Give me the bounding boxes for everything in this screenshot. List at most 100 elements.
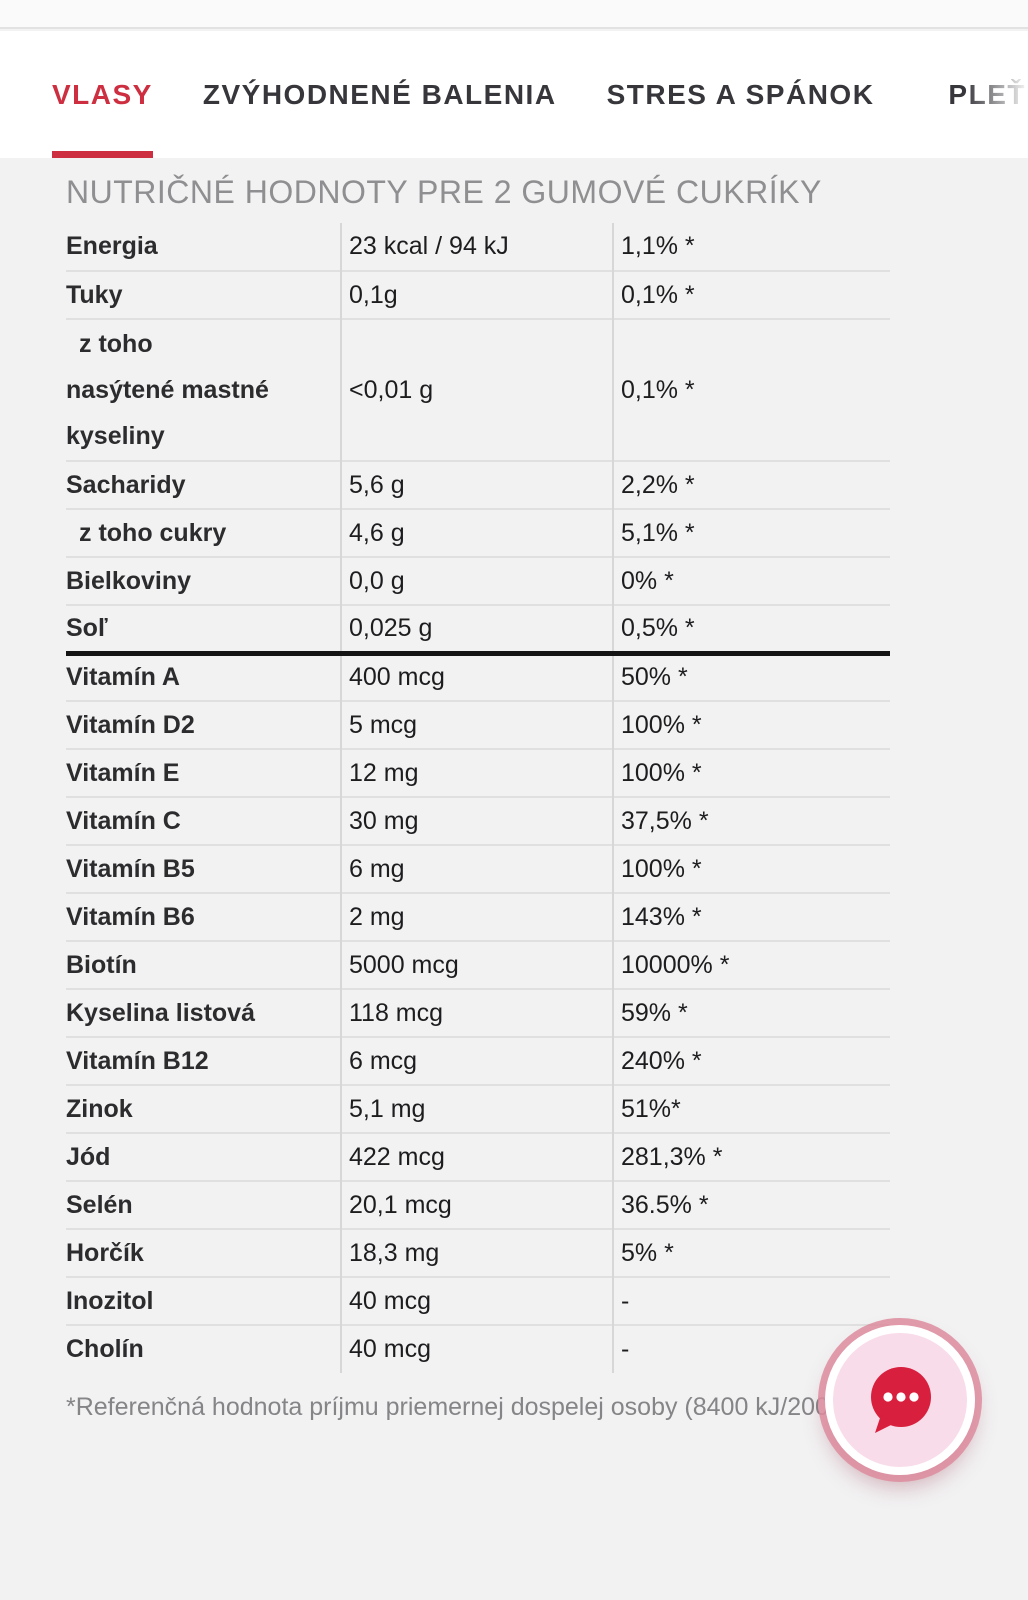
table-row: Inozitol 40 mcg - bbox=[66, 1276, 890, 1325]
nutrient-percent-cell: 51%* bbox=[612, 1084, 890, 1133]
nutrient-amount-cell: 0,1g bbox=[340, 270, 613, 319]
tab-zvyhodnene-balenia[interactable]: ZVÝHODNENÉ BALENIA bbox=[203, 31, 557, 158]
nutrient-percent-cell: 36.5% * bbox=[612, 1180, 890, 1229]
nutrient-amount-cell: 6 mg bbox=[340, 844, 613, 893]
nutrient-name-cell: Vitamín E bbox=[66, 748, 341, 797]
chat-bubble-icon bbox=[871, 1367, 931, 1433]
nutrition-table: Energia 23 kcal / 94 kJ 1,1% * Tuky 0,1g 0,1%… bbox=[66, 223, 890, 1373]
nutrient-amount-cell: 20,1 mcg bbox=[340, 1180, 613, 1229]
nutrient-name-cell: Vitamín B12 bbox=[66, 1036, 341, 1085]
table-row: Bielkoviny 0,0 g 0% * bbox=[66, 556, 890, 605]
table-row: Biotín 5000 mcg 10000% * bbox=[66, 940, 890, 989]
nutrient-amount-cell: 5,1 mg bbox=[340, 1084, 613, 1133]
table-row: Vitamín C 30 mg 37,5% * bbox=[66, 796, 890, 845]
table-row: Vitamín B6 2 mg 143% * bbox=[66, 892, 890, 941]
nutrient-percent-cell: 59% * bbox=[612, 988, 890, 1037]
table-row: Jód 422 mcg 281,3% * bbox=[66, 1132, 890, 1181]
nutrient-percent-cell: 50% * bbox=[612, 650, 890, 701]
nutrient-name-line: z toho bbox=[79, 330, 153, 358]
table-row: Horčík 18,3 mg 5% * bbox=[66, 1228, 890, 1277]
nutrient-amount-cell: 5 mcg bbox=[340, 700, 613, 749]
table-row: Selén 20,1 mcg 36.5% * bbox=[66, 1180, 890, 1229]
nutrient-amount-cell: 0,025 g bbox=[340, 604, 613, 653]
nutrient-name-line: nasýtené mastné bbox=[66, 376, 269, 404]
nutrient-amount-cell: 5,6 g bbox=[340, 460, 613, 509]
tab-stres-a-spanok[interactable]: STRES A SPÁNOK bbox=[607, 31, 875, 158]
nutrient-amount-cell: 30 mg bbox=[340, 796, 613, 845]
nutrition-title: NUTRIČNÉ HODNOTY PRE 2 GUMOVÉ CUKRÍKY bbox=[66, 174, 822, 210]
nutrient-amount-cell: 5000 mcg bbox=[340, 940, 613, 989]
nutrient-percent-cell: 10000% * bbox=[612, 940, 890, 989]
nutrient-amount-cell: 0,0 g bbox=[340, 556, 613, 605]
nutrient-amount-cell: 422 mcg bbox=[340, 1132, 613, 1181]
nutrient-percent-cell: 1,1% * bbox=[612, 223, 890, 271]
tab-label: PLEŤ bbox=[948, 78, 1026, 110]
top-strip bbox=[0, 0, 1028, 29]
nutrient-percent-cell: 143% * bbox=[612, 892, 890, 941]
table-row: Cholín 40 mcg - bbox=[66, 1324, 890, 1373]
table-row: Vitamín B5 6 mg 100% * bbox=[66, 844, 890, 893]
category-tab-bar: VLASY ZVÝHODNENÉ BALENIA STRES A SPÁNOK … bbox=[0, 31, 1028, 158]
table-row: Tuky 0,1g 0,1% * bbox=[66, 270, 890, 319]
nutrient-amount-cell: 118 mcg bbox=[340, 988, 613, 1037]
nutrient-name-cell: Vitamín A bbox=[66, 650, 341, 701]
nutrient-name-cell: Vitamín D2 bbox=[66, 700, 341, 749]
reference-footnote: *Referenčná hodnota príjmu priemernej do… bbox=[66, 1393, 829, 1421]
nutrient-name-cell: Horčík bbox=[66, 1228, 341, 1277]
nutrient-percent-cell: 37,5% * bbox=[612, 796, 890, 845]
tab-label: STRES A SPÁNOK bbox=[606, 78, 875, 110]
table-row: Zinok 5,1 mg 51%* bbox=[66, 1084, 890, 1133]
nutrient-percent-cell: 0,5% * bbox=[612, 604, 890, 653]
tab-vlasy[interactable]: VLASY bbox=[52, 31, 153, 158]
nutrient-name-cell: z toho nasýtené mastné kyseliny bbox=[66, 318, 341, 461]
table-row: z toho nasýtené mastné kyseliny <0,01 g 0,1%… bbox=[66, 318, 890, 461]
nutrient-name-cell: Biotín bbox=[66, 940, 341, 989]
nutrient-percent-cell: 0% * bbox=[612, 556, 890, 605]
nutrient-amount-cell: 40 mcg bbox=[340, 1324, 613, 1373]
nutrient-name-cell: Zinok bbox=[66, 1084, 341, 1133]
nutrient-name-cell: Cholín bbox=[66, 1324, 341, 1373]
nutrition-section: NUTRIČNÉ HODNOTY PRE 2 GUMOVÉ CUKRÍKY En… bbox=[0, 158, 1028, 1600]
nutrient-percent-cell: - bbox=[612, 1276, 890, 1325]
active-tab-underline bbox=[52, 151, 153, 158]
nutrient-amount-cell: 2 mg bbox=[340, 892, 613, 941]
nutrient-name-cell: Sacharidy bbox=[66, 460, 341, 509]
nutrient-percent-cell: 0,1% * bbox=[612, 318, 890, 461]
nutrient-name-cell: z toho cukry bbox=[66, 508, 341, 557]
nutrient-percent-cell: 2,2% * bbox=[612, 460, 890, 509]
nutrient-amount-cell: 6 mcg bbox=[340, 1036, 613, 1085]
nutrient-amount-cell: 400 mcg bbox=[340, 650, 613, 701]
table-row: z toho cukry 4,6 g 5,1% * bbox=[66, 508, 890, 557]
nutrient-name-cell: Jód bbox=[66, 1132, 341, 1181]
nutrient-name-cell: Soľ bbox=[66, 604, 341, 653]
nutrient-name-cell: Energia bbox=[66, 232, 158, 260]
nutrient-percent-cell: 100% * bbox=[612, 700, 890, 749]
nutrient-name-cell: Tuky bbox=[66, 270, 341, 319]
nutrient-amount-cell: 4,6 g bbox=[340, 508, 613, 557]
nutrient-name-cell: Selén bbox=[66, 1180, 341, 1229]
table-row: Vitamín A 400 mcg 50% * bbox=[66, 650, 890, 701]
table-row: Vitamín E 12 mg 100% * bbox=[66, 748, 890, 797]
nutrient-percent-cell: 240% * bbox=[612, 1036, 890, 1085]
chat-widget-button[interactable] bbox=[825, 1325, 975, 1475]
nutrient-percent-cell: 5,1% * bbox=[612, 508, 890, 557]
nutrient-name-line: kyseliny bbox=[66, 422, 165, 450]
nutrient-percent-cell: 100% * bbox=[612, 844, 890, 893]
nutrient-percent-cell: 281,3% * bbox=[612, 1132, 890, 1181]
nutrient-name-cell: Bielkoviny bbox=[66, 556, 341, 605]
nutrient-name-cell: Vitamín C bbox=[66, 796, 341, 845]
table-row: Energia 23 kcal / 94 kJ 1,1% * bbox=[66, 223, 890, 271]
table-row: Vitamín B12 6 mcg 240% * bbox=[66, 1036, 890, 1085]
nutrient-amount-cell: 12 mg bbox=[340, 748, 613, 797]
table-row: Sacharidy 5,6 g 2,2% * bbox=[66, 460, 890, 509]
tab-plet[interactable]: PLEŤ bbox=[948, 31, 1026, 158]
nutrient-name-cell: Vitamín B5 bbox=[66, 844, 341, 893]
nutrient-percent-cell: 100% * bbox=[612, 748, 890, 797]
nutrient-name-cell: Kyselina listová bbox=[66, 988, 341, 1037]
nutrient-amount-cell: 18,3 mg bbox=[340, 1228, 613, 1277]
nutrient-percent-cell: 0,1% * bbox=[612, 270, 890, 319]
nutrient-name-cell: Inozitol bbox=[66, 1276, 341, 1325]
nutrient-amount-cell: 23 kcal / 94 kJ bbox=[340, 223, 613, 271]
table-row: Soľ 0,025 g 0,5% * bbox=[66, 604, 890, 653]
tab-label: VLASY bbox=[52, 78, 153, 110]
